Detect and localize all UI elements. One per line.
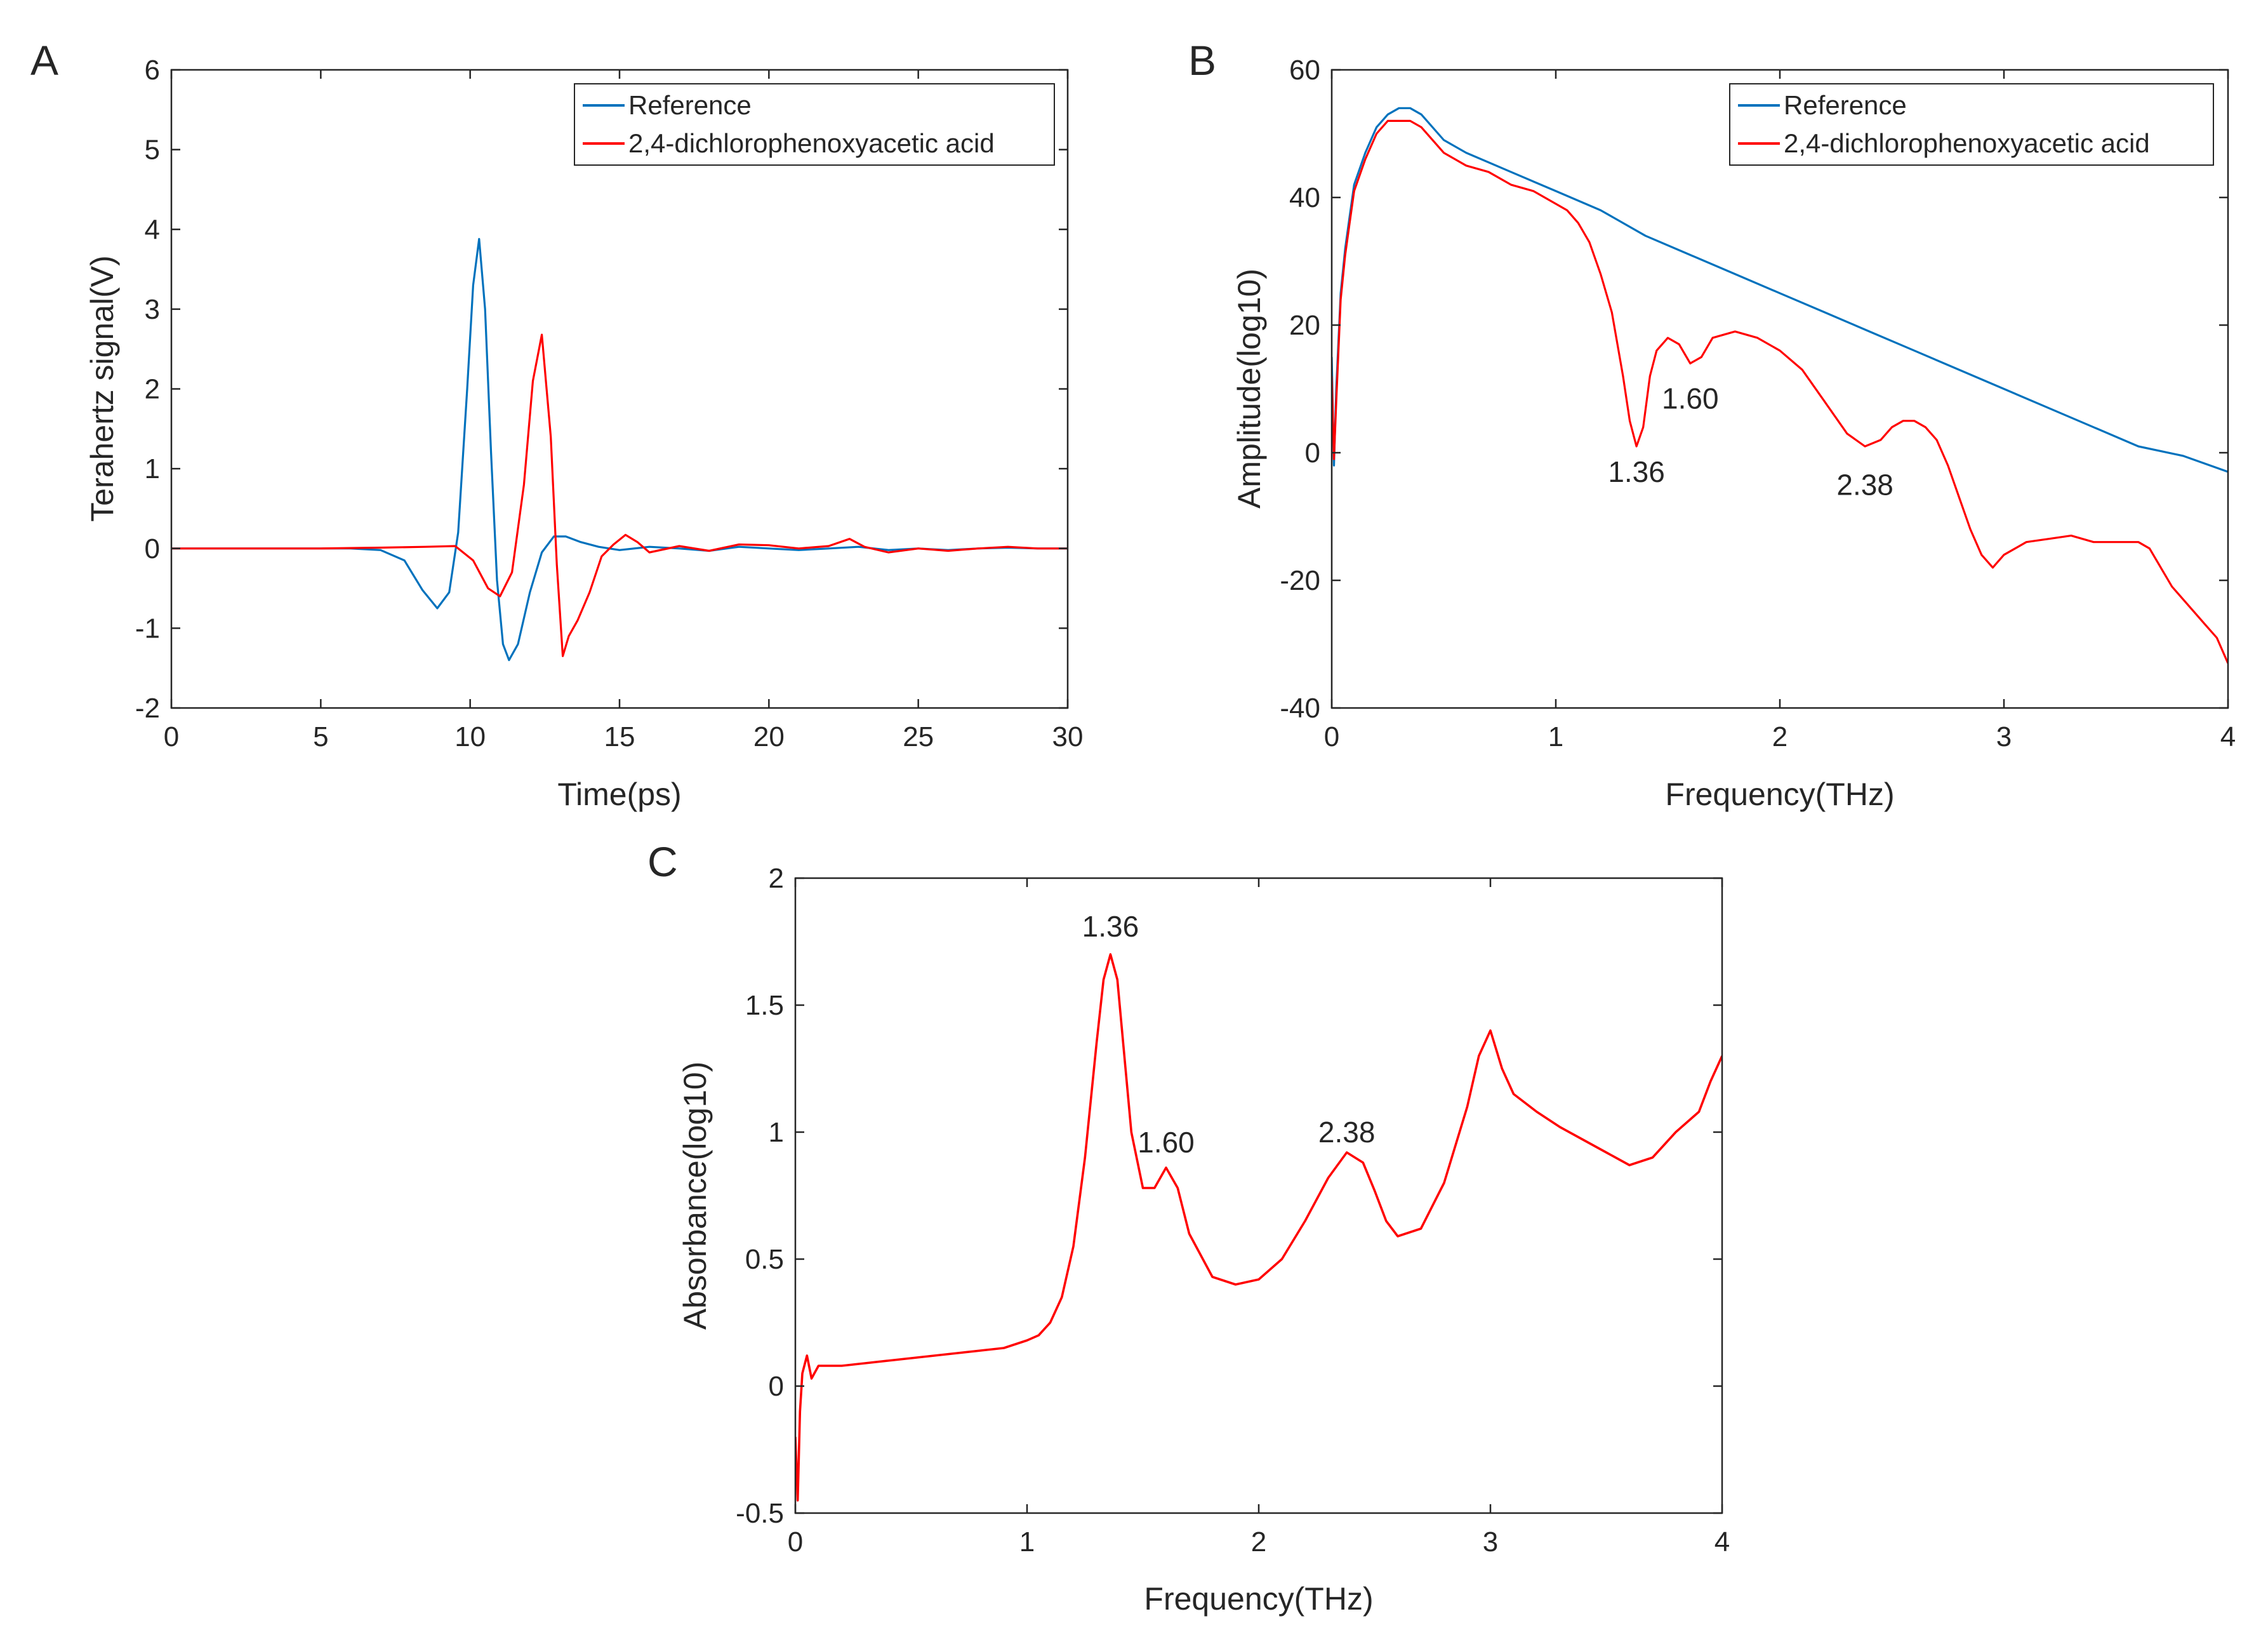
legend-label-reference-b: Reference [1784,90,1907,120]
y-tick-label-c: 1.5 [745,990,784,1021]
y-tick-label-b: 0 [1305,437,1320,469]
peak-annotation-b: 1.60 [1662,382,1719,415]
x-tick-label-b: 2 [1772,721,1787,752]
peak-annotation-c: 1.60 [1137,1126,1195,1159]
y-tick-label-a: 1 [145,453,160,484]
x-tick-label-b: 1 [1548,721,1563,752]
y-tick-label-a: 3 [145,294,160,325]
y-tick-label-a: 6 [145,55,160,86]
y-tick-label-b: 20 [1289,310,1320,341]
series-line-c-2-4-d [795,953,1722,1502]
panel-letter-c: C [647,838,678,885]
x-tick-label-a: 25 [903,721,934,752]
axes-frame-c [794,877,1723,1514]
panel-b-amplitude-spectrum: B 0 1 2 3 4 -40 -20 0 20 40 60 1.36 1.60 2.38 Frequen… [1188,37,2236,812]
peak-annotation-b: 1.36 [1608,455,1665,488]
x-tick-label-a: 15 [604,721,635,752]
peak-annotation-c: 2.38 [1318,1116,1376,1149]
x-tick-label-c: 2 [1251,1526,1266,1558]
x-axis-title-c: Frequency(THz) [1144,1581,1373,1617]
x-tick-label-b: 3 [1996,721,2012,752]
legend-label-reference-a: Reference [628,90,752,120]
x-tick-label-a: 10 [454,721,486,752]
legend-box-a [574,83,1055,166]
panel-c-absorbance-spectrum: C 0 1 2 3 4-0.500.511.521.361.60 2.38 Frequen… [647,838,1730,1617]
plot-area-c [795,878,1722,1513]
y-tick-label-a: 5 [145,135,160,166]
y-tick-label-c: 0.5 [745,1244,784,1275]
axes-frame-b [1330,69,2229,709]
plot-area-a [171,70,1068,708]
y-tick-label-a: -1 [135,613,160,644]
y-tick-label-a: 4 [145,214,160,245]
x-tick-label-b: 0 [1324,721,1339,752]
y-tick-label-b: 40 [1289,182,1320,213]
legend-label-2-4-d-a: 2,4-dichlorophenoxyacetic acid [628,128,995,158]
x-tick-label-a: 0 [164,721,179,752]
x-tick-label-a: 20 [753,721,785,752]
y-tick-label-c: -0.5 [736,1498,784,1529]
y-axis-title-a: Terahertz signal(V) [84,255,120,522]
plot-area-b [1332,70,2228,708]
axes-frame-a [170,69,1069,709]
x-axis-title-a: Time(ps) [557,777,681,812]
x-tick-label-c: 1 [1019,1526,1035,1558]
y-tick-label-c: 1 [769,1117,784,1148]
y-tick-label-a: -2 [135,693,160,724]
legend-a: Reference 2,4-dichlorophenoxyacetic acid [574,83,1055,166]
panel-letter-a: A [30,37,58,84]
x-tick-label-a: 5 [313,721,328,752]
y-axis-title-c: Absorbance(log10) [677,1062,713,1330]
series-line-a-2-4-d [171,333,1068,657]
x-tick-label-c: 4 [1714,1526,1730,1558]
y-tick-label-b: -20 [1280,565,1320,596]
y-tick-label-c: 2 [769,863,784,894]
x-tick-label-c: 3 [1483,1526,1498,1558]
legend-label-2-4-d-b: 2,4-dichlorophenoxyacetic acid [1784,128,2150,158]
y-tick-label-b: 60 [1289,55,1320,86]
y-tick-label-b: -40 [1280,693,1320,724]
x-tick-label-b: 4 [2220,721,2236,752]
peak-annotation-b: 2.38 [1836,468,1893,501]
legend-b: Reference 2,4-dichlorophenoxyacetic acid [1729,83,2214,166]
x-tick-label-c: 0 [788,1526,803,1558]
legend-box-b [1729,83,2214,166]
panel-letter-b: B [1188,37,1216,84]
x-tick-label-a: 30 [1052,721,1084,752]
x-axis-title-b: Frequency(THz) [1665,777,1894,812]
peak-annotation-c: 1.36 [1082,910,1139,943]
y-tick-label-a: 0 [145,533,160,564]
y-tick-label-c: 0 [769,1371,784,1402]
panel-a-time-domain: A 0 5 10 15 20 25 30 -2 -1 0 1 2 3 4 5 6 Time(ps) Terah… [30,37,1083,812]
y-tick-label-a: 2 [145,374,160,405]
y-axis-title-b: Amplitude(log10) [1231,269,1267,509]
series-line-b-2-4-d [1332,119,2228,664]
